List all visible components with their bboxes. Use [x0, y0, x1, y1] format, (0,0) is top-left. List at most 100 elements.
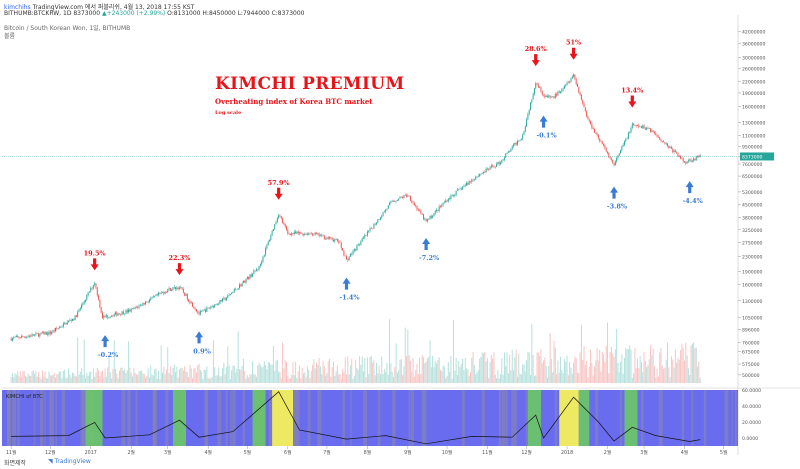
- candle-body: [297, 231, 299, 234]
- candle-body: [450, 195, 452, 199]
- candle-body: [77, 311, 79, 317]
- candle-body: [313, 234, 315, 236]
- volume-bar: [522, 364, 524, 383]
- candle-body: [22, 336, 24, 337]
- candle-body: [321, 234, 323, 236]
- indicator-stripe: [50, 390, 54, 446]
- volume-bar: [116, 373, 118, 383]
- volume-bar: [393, 377, 394, 383]
- volume-bar: [88, 372, 90, 383]
- candle-body: [56, 327, 58, 329]
- candle-body: [519, 139, 521, 141]
- volume-bar: [17, 371, 19, 383]
- candle-body: [549, 95, 551, 98]
- volume-bar: [569, 361, 571, 383]
- volume-bar: [620, 361, 622, 383]
- volume-bar: [31, 371, 33, 383]
- volume-bar: [92, 368, 94, 383]
- time-tick-label: 11월: [6, 449, 17, 456]
- volume-bar: [424, 363, 426, 383]
- candle-body: [248, 276, 250, 279]
- candle-body: [664, 142, 666, 144]
- kimchi-indicator-pane[interactable]: 60.0000 40.0000 20.0000 0.0000 KIMCHI of BTC: [2, 387, 800, 446]
- candle-body: [413, 202, 415, 206]
- volume-bar: [274, 370, 276, 383]
- volume-bar: [453, 320, 455, 383]
- candle-body: [130, 308, 132, 312]
- volume-bar: [310, 370, 312, 383]
- candle-body: [329, 237, 331, 239]
- volume-bar: [83, 339, 85, 383]
- volume-bar: [359, 356, 361, 383]
- peak-arrow-icon: [175, 263, 184, 276]
- trough-label: -7.2%: [419, 254, 440, 262]
- candle-body: [224, 297, 226, 301]
- candle-body: [548, 95, 550, 97]
- volume-bar: [167, 347, 169, 383]
- candle-body: [565, 85, 567, 87]
- volume-bar: [669, 377, 671, 383]
- time-axis[interactable]: 11월 12월 2017 2월 3월 4월 5월 6월 7월 8월 9월 10월 11월 12월 2018 2…: [6, 446, 728, 456]
- candle-body: [265, 248, 267, 255]
- candle-body: [391, 201, 393, 202]
- candle-body: [640, 126, 642, 128]
- volume-bar: [94, 376, 96, 383]
- volume-bar: [539, 356, 541, 383]
- indicator-stripe: [127, 390, 131, 446]
- candle-body: [282, 218, 284, 223]
- volume-bar: [112, 368, 114, 383]
- tradingview-logo[interactable]: ◥ TradingView: [48, 458, 91, 465]
- volume-bar: [201, 371, 203, 383]
- candle-body: [605, 148, 607, 152]
- volume-bar: [511, 349, 513, 383]
- volume-bar: [618, 371, 620, 383]
- volume-bar: [98, 370, 100, 383]
- volume-bar: [471, 357, 473, 383]
- candle-body: [447, 198, 449, 202]
- volume-bar: [399, 359, 401, 383]
- candle-body: [225, 298, 227, 301]
- author-link[interactable]: kimchihs: [4, 4, 31, 11]
- indicator-stripe: [481, 390, 485, 446]
- candle-body: [219, 299, 221, 304]
- candle-body: [162, 292, 163, 293]
- candle-body: [253, 270, 255, 275]
- candle-body: [689, 159, 691, 161]
- volume-bar: [524, 371, 526, 383]
- volume-bar: [338, 374, 340, 383]
- candle-body: [583, 103, 585, 108]
- candle-body: [296, 231, 298, 234]
- candle-body: [545, 96, 547, 98]
- candle-body: [643, 125, 645, 129]
- volume-bar: [558, 372, 560, 383]
- volume-bar: [682, 348, 684, 383]
- volume-bar: [352, 378, 354, 383]
- volume-bar: [100, 371, 102, 383]
- candle-body: [57, 328, 59, 329]
- volume-bar: [13, 377, 15, 383]
- symbol-line: BITHUMB:BTCKRW, 1D 8373000 ▲+243000 (+2.…: [4, 10, 305, 17]
- candle-body: [167, 289, 169, 293]
- volume-bar: [279, 372, 281, 383]
- candle-body: [49, 331, 51, 334]
- volume-bar: [364, 358, 366, 383]
- volume-bar: [485, 361, 487, 383]
- price-tick-label: 36000000: [742, 41, 765, 47]
- volume-bar: [215, 375, 217, 383]
- volume-bar: [441, 371, 443, 383]
- volume-bar: [322, 360, 324, 383]
- price-axis[interactable]: 42000000 36000000 30000000 26000000 22000000…: [738, 30, 774, 379]
- volume-bar: [557, 360, 559, 383]
- candle-body: [275, 221, 277, 224]
- candle-body: [27, 336, 29, 337]
- volume-bar: [486, 358, 488, 383]
- candle-body: [393, 201, 394, 202]
- candle-body: [684, 161, 685, 163]
- candle-body: [17, 336, 19, 337]
- publish-info: TradingView.com 에서 퍼블리쉬, 4월 13, 2018 17:…: [30, 4, 195, 11]
- volume-bar: [132, 376, 133, 383]
- candle-body: [271, 230, 273, 236]
- volume-bar: [593, 366, 595, 383]
- candle-body: [152, 296, 154, 297]
